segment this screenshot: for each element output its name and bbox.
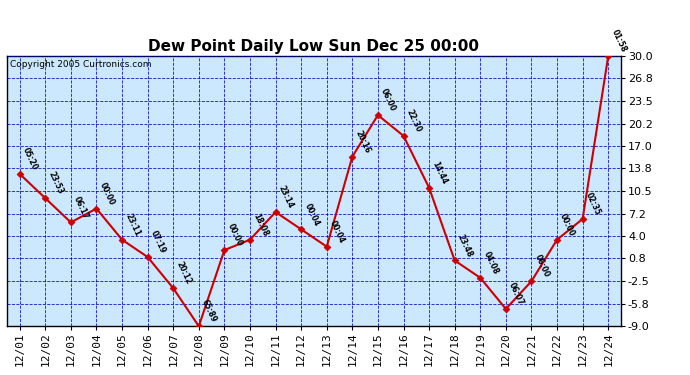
Text: 04:08: 04:08 bbox=[482, 250, 500, 276]
Text: 00:00: 00:00 bbox=[558, 212, 577, 238]
Text: 06:00: 06:00 bbox=[533, 254, 551, 279]
Text: 06:00: 06:00 bbox=[380, 87, 397, 113]
Text: Copyright 2005 Curtronics.com: Copyright 2005 Curtronics.com bbox=[10, 60, 152, 69]
Text: 20:16: 20:16 bbox=[353, 129, 372, 154]
Text: 65:89: 65:89 bbox=[200, 298, 219, 324]
Text: 02:35: 02:35 bbox=[584, 191, 602, 217]
Text: 06:17: 06:17 bbox=[72, 195, 90, 220]
Text: 00:04: 00:04 bbox=[328, 219, 346, 245]
Text: 00:04: 00:04 bbox=[302, 202, 321, 227]
Text: 07:19: 07:19 bbox=[149, 229, 167, 255]
Text: 23:14: 23:14 bbox=[277, 184, 295, 210]
Text: 22:30: 22:30 bbox=[405, 108, 423, 134]
Title: Dew Point Daily Low Sun Dec 25 00:00: Dew Point Daily Low Sun Dec 25 00:00 bbox=[148, 39, 480, 54]
Text: 23:48: 23:48 bbox=[456, 232, 474, 258]
Text: 20:12: 20:12 bbox=[175, 260, 193, 286]
Text: 06:07: 06:07 bbox=[507, 281, 526, 307]
Text: 00:00: 00:00 bbox=[226, 222, 244, 248]
Text: 14:44: 14:44 bbox=[431, 160, 448, 186]
Text: 01:58: 01:58 bbox=[609, 28, 628, 54]
Text: 23:53: 23:53 bbox=[46, 171, 65, 196]
Text: 18:08: 18:08 bbox=[251, 212, 270, 238]
Text: 23:11: 23:11 bbox=[124, 212, 141, 238]
Text: 05:20: 05:20 bbox=[21, 146, 39, 172]
Text: 00:00: 00:00 bbox=[98, 181, 116, 207]
